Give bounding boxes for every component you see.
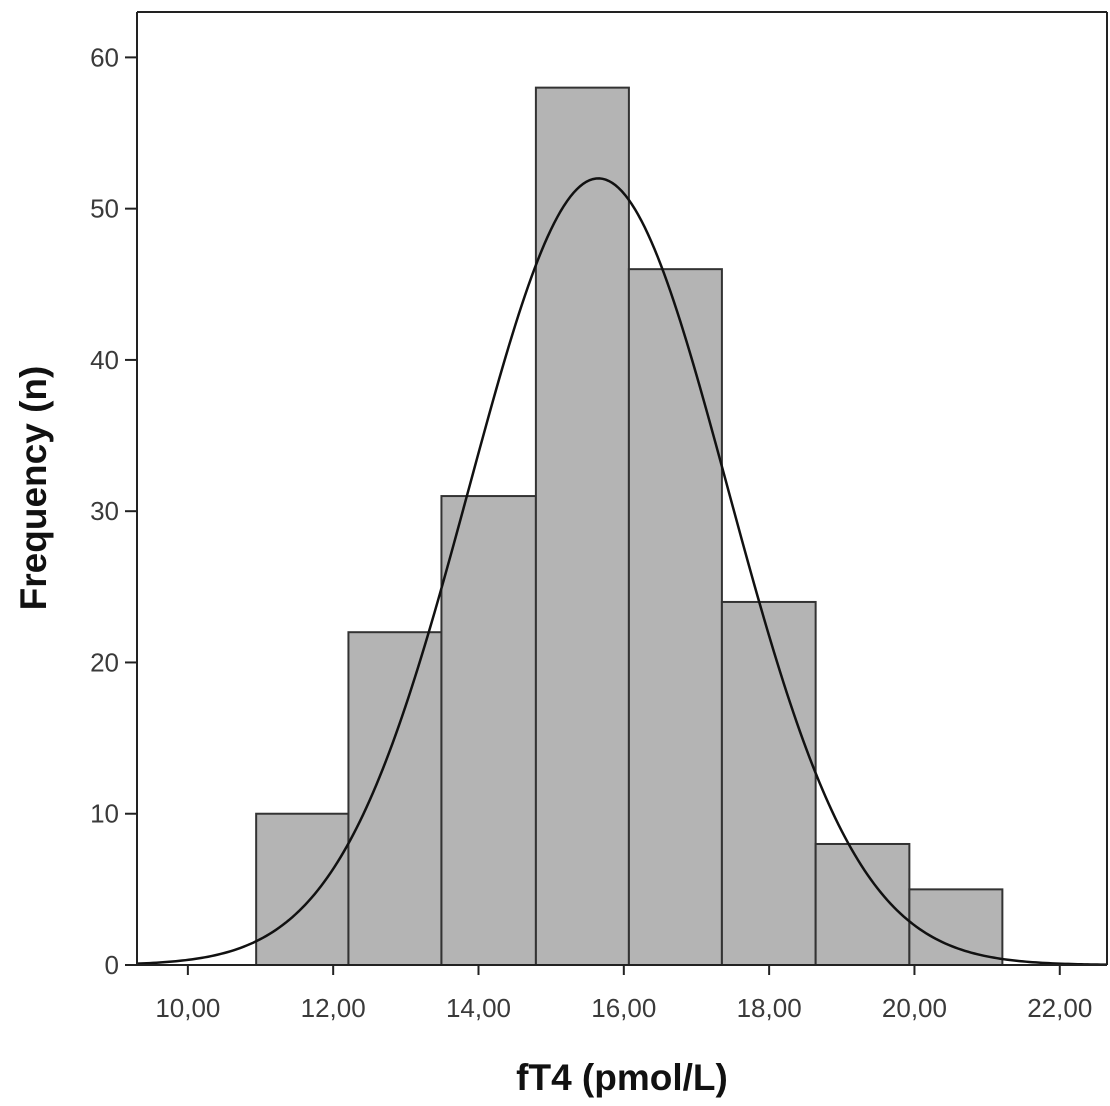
x-tick-label: 10,00 [155,993,220,1023]
x-ticks: 10,00 12,00 14,00 16,00 18,00 20,00 22,00 [155,965,1092,1023]
histogram-bar [534,86,630,966]
x-tick-label: 12,00 [301,993,366,1023]
y-tick-label: 50 [90,194,119,224]
plot-frame [136,11,1108,966]
histogram-bar [720,600,817,966]
histogram-bar [255,812,350,966]
histogram-bar [627,268,723,966]
histogram-bar [814,842,911,967]
histogram-bar [440,495,537,966]
x-tick-label: 20,00 [882,993,947,1023]
bars-layer [255,86,1004,967]
x-tick-label: 22,00 [1027,993,1092,1023]
y-ticks: 0 10 20 30 40 50 60 [90,42,137,980]
y-tick-label: 30 [90,496,119,526]
y-tick-label: 40 [90,345,119,375]
normal-curve [136,177,1108,966]
y-tick-label: 0 [105,950,119,980]
histogram-bar [908,888,1004,966]
y-axis-title: Frequency (n) [13,366,54,611]
x-tick-label: 16,00 [591,993,656,1023]
y-tick-label: 20 [90,647,119,677]
histogram-bar [347,631,443,966]
x-tick-label: 14,00 [446,993,511,1023]
y-tick-label: 60 [90,42,119,72]
y-tick-label: 10 [90,799,119,829]
x-tick-label: 18,00 [737,993,802,1023]
x-axis-title: fT4 (pmol/L) [516,1057,728,1098]
